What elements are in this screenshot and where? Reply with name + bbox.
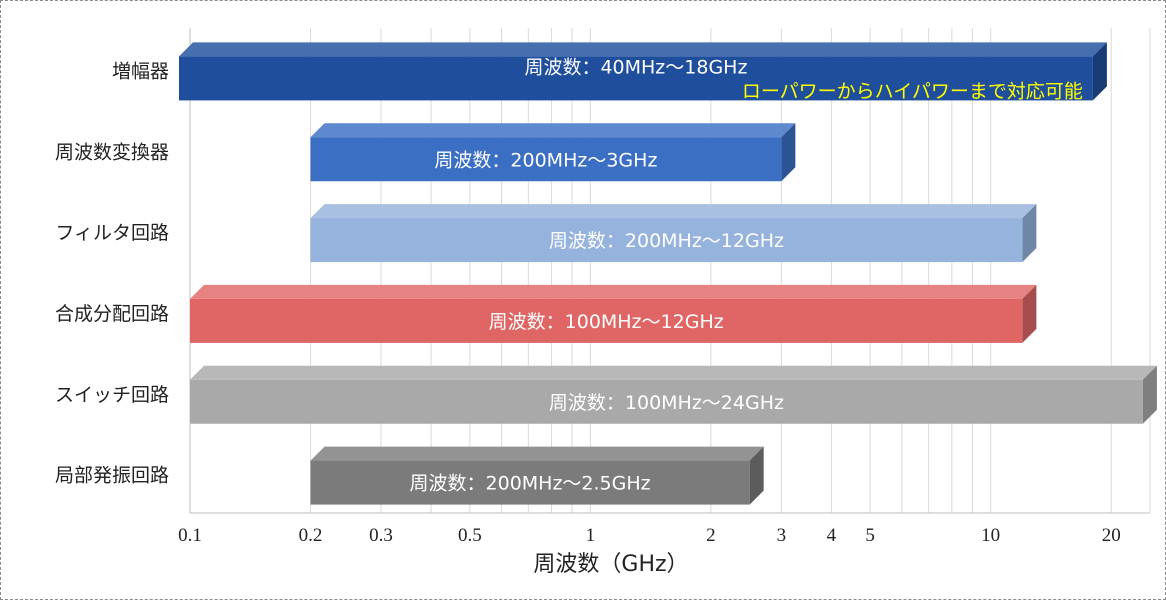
bar-front-face xyxy=(179,56,1093,101)
bar-side-face xyxy=(781,123,796,182)
x-tick-label: 0.1 xyxy=(178,525,202,546)
bars: 周波数：40MHz～18GHzローパワーからハイパワーまで対応可能周波数：200… xyxy=(179,42,1157,505)
category-label: スイッチ回路 xyxy=(55,384,169,406)
bar: 周波数：200MHz～3GHz xyxy=(310,123,796,182)
category-label: 合成分配回路 xyxy=(55,303,169,325)
x-tick-label: 1 xyxy=(586,525,596,546)
bar-top-face xyxy=(310,123,796,138)
category-label: フィルタ回路 xyxy=(55,222,169,244)
x-tick-label: 0.3 xyxy=(369,525,393,546)
bar-label: 周波数：100MHz～24GHz xyxy=(549,392,784,414)
bar-label: 周波数：200MHz～3GHz xyxy=(434,149,657,171)
x-tick-label: 0.5 xyxy=(458,525,482,546)
x-tick-label: 4 xyxy=(827,525,837,546)
grid-lines xyxy=(189,28,1151,514)
category-label: 増幅器 xyxy=(112,60,169,82)
x-tick-label: 5 xyxy=(865,525,875,546)
bar-top-face xyxy=(190,365,1157,380)
category-label: 局部発振回路 xyxy=(55,465,169,487)
bar-front-face xyxy=(310,460,750,505)
bar-side-face xyxy=(1092,42,1107,101)
bar-top-face xyxy=(310,446,764,461)
bar-top-face xyxy=(190,284,1037,299)
bar-front-face xyxy=(190,298,1023,343)
bar-top-face xyxy=(179,42,1107,57)
bar-front-face xyxy=(310,137,782,182)
bar-label: 周波数：100MHz～12GHz xyxy=(489,311,724,333)
bar-side-face xyxy=(1022,204,1037,263)
x-tick-label: 20 xyxy=(1102,525,1121,546)
bar: 周波数：100MHz～24GHz xyxy=(190,365,1157,424)
bar-side-face xyxy=(1142,365,1157,424)
category-label: 周波数変換器 xyxy=(55,141,169,163)
x-tick-label: 3 xyxy=(777,525,787,546)
bar: 周波数：200MHz～2.5GHz xyxy=(310,446,764,505)
bar-label: 周波数：40MHz～18GHz xyxy=(524,56,747,78)
bar: 周波数：200MHz～12GHz xyxy=(310,204,1037,263)
x-tick-label: 0.2 xyxy=(299,525,323,546)
bar-note: ローパワーからハイパワーまで対応可能 xyxy=(742,80,1083,102)
bar-side-face xyxy=(1022,284,1037,343)
bar-top-face xyxy=(310,204,1037,219)
x-tick-label: 10 xyxy=(981,525,1000,546)
x-axis-label: 周波数（GHz） xyxy=(533,552,688,577)
bar-front-face xyxy=(190,379,1143,424)
x-tick-labels: 0.1 0.2 0.3 0.5 1 2 3 4 5 10 20 xyxy=(178,525,1121,546)
bar-label: 周波数：200MHz～12GHz xyxy=(549,230,784,252)
bar-side-face xyxy=(749,446,764,505)
x-tick-label: 2 xyxy=(706,525,716,546)
bar-label: 周波数：200MHz～2.5GHz xyxy=(410,473,651,495)
bar: 周波数：100MHz～12GHz xyxy=(190,284,1037,343)
bar-front-face xyxy=(310,218,1023,263)
